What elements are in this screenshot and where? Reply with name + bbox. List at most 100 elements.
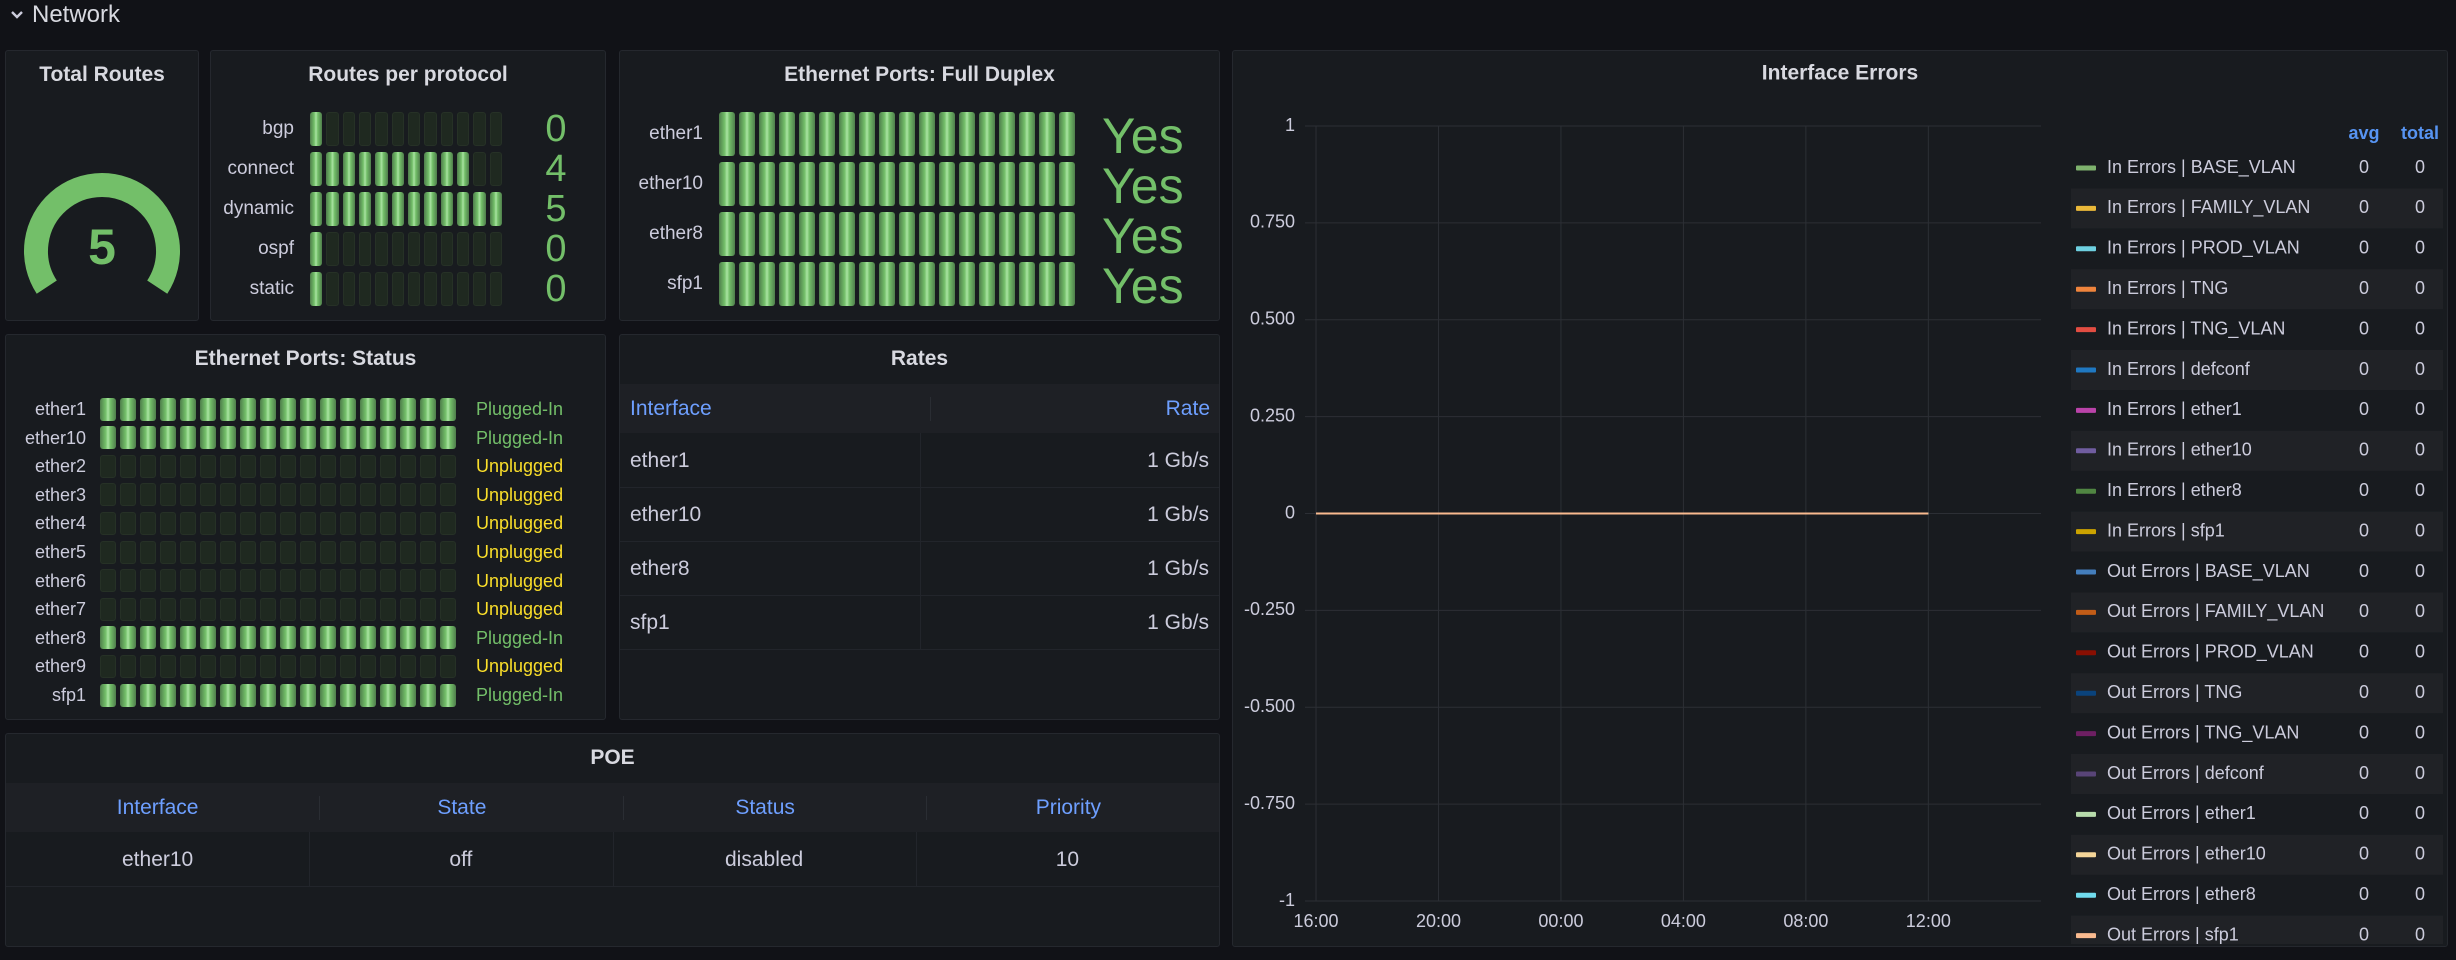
legend-item[interactable]: Out Errors | sfp1 0 0 — [2071, 915, 2443, 946]
legend-avg: 0 — [2359, 601, 2369, 621]
legend-total: 0 — [2415, 844, 2425, 864]
bar-cell — [280, 540, 296, 564]
legend-swatch — [2076, 367, 2096, 373]
chart: Interface Errors avg total In Errors | BAS… — [1244, 62, 2443, 946]
legend-item[interactable]: In Errors | sfp1 0 0 — [2071, 511, 2443, 552]
bar-cell — [120, 569, 136, 593]
legend-row-bg — [2071, 350, 2443, 390]
legend-item[interactable]: Out Errors | BASE_VLAN 0 0 — [2076, 561, 2425, 582]
legend-item[interactable]: In Errors | TNG 0 0 — [2071, 269, 2443, 310]
legend-item[interactable]: In Errors | ether10 0 0 — [2071, 430, 2443, 471]
legend-item[interactable]: In Errors | ether8 0 0 — [2076, 480, 2425, 500]
bar-cell — [380, 540, 396, 564]
bar-gauge — [100, 426, 460, 450]
bar-cell — [120, 540, 136, 564]
bar-cell — [260, 454, 276, 478]
bar-gauge — [100, 454, 460, 478]
y-tick-label: 0.250 — [1250, 405, 1295, 425]
bar-gauge — [719, 262, 1079, 306]
bar-cell — [879, 262, 895, 306]
bar-cell — [719, 212, 735, 256]
bar-cell — [799, 212, 815, 256]
legend-item[interactable]: Out Errors | ether10 0 0 — [2071, 834, 2443, 875]
bar-gauge — [310, 232, 506, 266]
bar-cell — [280, 654, 296, 678]
legend-item[interactable]: Out Errors | TNG 0 0 — [2071, 673, 2443, 714]
bar-cell — [473, 192, 486, 226]
row-label: dynamic — [223, 198, 294, 219]
row-label: ether8 — [34, 627, 86, 648]
legend-avg: 0 — [2359, 763, 2369, 783]
bar-cell — [420, 540, 436, 564]
legend-total: 0 — [2415, 884, 2425, 904]
bar-cell — [899, 162, 915, 206]
bar-cell — [180, 511, 196, 535]
bar-cell — [280, 426, 296, 450]
row-label: ospf — [258, 238, 294, 259]
legend-total: 0 — [2415, 722, 2425, 742]
legend-swatch — [2076, 327, 2096, 333]
row-header[interactable]: Network — [6, 0, 120, 30]
bar-cell — [280, 454, 296, 478]
legend-item[interactable]: In Errors | defconf 0 0 — [2071, 350, 2443, 390]
bar-cell — [420, 454, 436, 478]
bar-cell — [939, 112, 955, 156]
legend-item[interactable]: In Errors | PROD_VLAN 0 0 — [2076, 238, 2425, 259]
legend-label: In Errors | FAMILY_VLAN — [2107, 197, 2310, 218]
bar-cell — [779, 112, 795, 156]
bar-cell — [320, 569, 336, 593]
bar-cell — [220, 483, 236, 507]
legend-avg: 0 — [2359, 278, 2369, 298]
legend-item[interactable]: In Errors | TNG_VLAN 0 0 — [2076, 318, 2425, 339]
bar-cell — [160, 626, 176, 650]
legend-swatch — [2076, 569, 2096, 575]
bar-cell — [200, 569, 216, 593]
bar-cell — [180, 426, 196, 450]
column-divider — [919, 487, 921, 541]
bar-cell — [160, 426, 176, 450]
bar-gauge — [100, 654, 460, 678]
bar-cell — [326, 232, 339, 266]
legend-item[interactable]: Out Errors | ether8 0 0 — [2076, 884, 2425, 904]
legend-item[interactable]: In Errors | ether1 0 0 — [2076, 399, 2425, 419]
legend-item[interactable]: Out Errors | PROD_VLAN 0 0 — [2076, 642, 2425, 663]
legend-item[interactable]: In Errors | FAMILY_VLAN 0 0 — [2071, 188, 2443, 229]
bar-cell — [140, 511, 156, 535]
bar-cell — [340, 683, 356, 707]
legend-item[interactable]: Out Errors | FAMILY_VLAN 0 0 — [2071, 592, 2443, 633]
legend-item[interactable]: Out Errors | ether1 0 0 — [2076, 803, 2425, 823]
bar-cell — [160, 597, 176, 621]
bar-cell — [358, 152, 372, 186]
legend-item[interactable]: Out Errors | defconf 0 0 — [2071, 754, 2443, 794]
row-value: Yes — [1102, 158, 1184, 214]
bar-cell — [260, 654, 276, 678]
bar-gauge — [310, 192, 506, 226]
bar-cell — [220, 683, 236, 707]
legend-item[interactable]: Out Errors | TNG_VLAN 0 0 — [2076, 722, 2425, 743]
bar-cell — [220, 597, 236, 621]
bar-cell — [380, 511, 396, 535]
bar-cell — [407, 152, 421, 186]
table-cell: 1 Gb/s — [1147, 611, 1209, 634]
row-value: Unplugged — [476, 456, 564, 477]
bar-cell — [759, 262, 775, 306]
row-value: Plugged-In — [476, 427, 564, 448]
bar-cell — [440, 683, 456, 707]
legend-item[interactable]: In Errors | BASE_VLAN 0 0 — [2076, 157, 2425, 178]
bar-cell — [979, 212, 995, 256]
bar-gauge — [100, 540, 460, 564]
bar-cell — [300, 569, 316, 593]
legend-avg: 0 — [2359, 520, 2369, 540]
bar-cell — [391, 152, 404, 186]
legend-label: Out Errors | sfp1 — [2107, 924, 2239, 944]
bar-cell — [220, 511, 236, 535]
bar-cell — [400, 454, 416, 478]
bar-cell — [140, 597, 156, 621]
bar-cell — [739, 262, 755, 306]
legend-avg: 0 — [2359, 197, 2369, 217]
bar-cell — [220, 426, 236, 450]
bar-cell — [400, 483, 416, 507]
bar-cell — [420, 683, 436, 707]
bar-cell — [140, 397, 156, 421]
